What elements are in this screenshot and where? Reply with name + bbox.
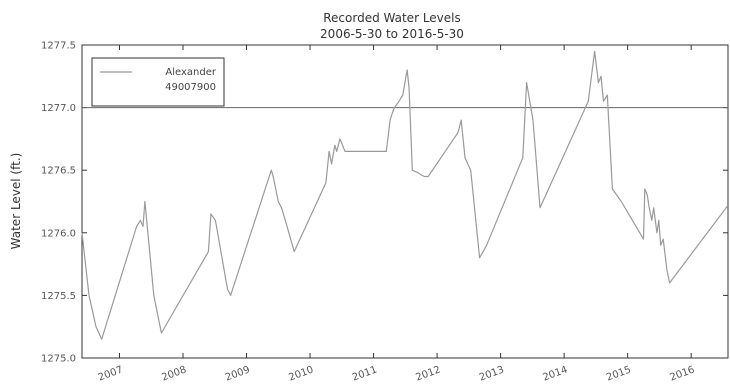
series-line-alexander: [81, 50, 729, 340]
y-tick-label: 1276.0: [41, 228, 76, 239]
x-tick-label: 2015: [605, 364, 633, 383]
y-axis-label: Water Level (ft.): [9, 153, 23, 250]
y-tick-label: 1277.0: [41, 103, 76, 114]
y-tick-label: 1276.5: [41, 166, 76, 177]
chart-subtitle: 2006-5-30 to 2016-5-30: [320, 27, 464, 41]
legend-label-line1: Alexander: [165, 67, 216, 78]
x-tick-label: 2011: [351, 364, 379, 383]
legend: Alexander 49007900: [91, 57, 225, 107]
x-tick-label: 2010: [287, 364, 315, 383]
x-tick-label: 2012: [414, 364, 442, 383]
y-tick-label: 1277.5: [41, 41, 76, 52]
x-tick-label: 2008: [160, 364, 188, 383]
x-tick-label: 2016: [669, 364, 697, 383]
legend-box: [91, 57, 225, 107]
y-tick-label: 1275.5: [41, 291, 76, 302]
x-tick-label: 2014: [541, 364, 569, 383]
x-tick-label: 2013: [478, 364, 506, 383]
chart-title: Recorded Water Levels: [323, 11, 461, 25]
y-tick-label: 1275.0: [41, 354, 76, 365]
legend-label-line2: 49007900: [165, 82, 216, 93]
x-tick-label: 2007: [97, 364, 125, 383]
x-tick-label: 2009: [224, 364, 252, 383]
